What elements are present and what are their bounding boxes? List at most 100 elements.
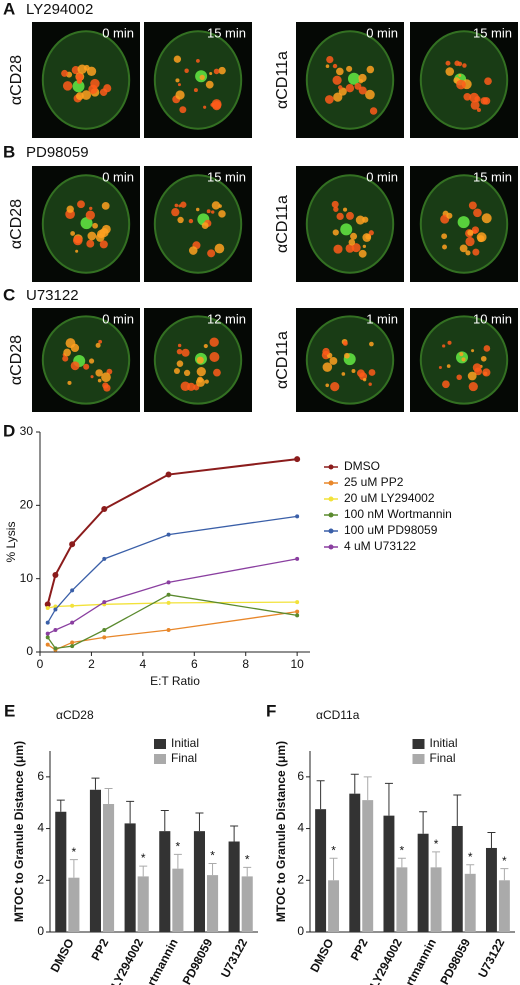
y-tick-label: 30 xyxy=(20,424,34,438)
granule xyxy=(98,339,103,344)
mtoc xyxy=(347,72,360,85)
bar xyxy=(241,876,253,932)
chart-title: αCD28 xyxy=(56,708,94,722)
time-label: 15 min xyxy=(473,169,512,184)
y-tick-label: 10 xyxy=(20,571,34,585)
error-bar xyxy=(160,809,169,832)
point xyxy=(166,580,171,585)
bar xyxy=(172,868,184,932)
bar xyxy=(362,800,374,932)
granule xyxy=(178,204,182,208)
time-label: 1 min xyxy=(366,311,398,326)
granule xyxy=(365,233,372,240)
treatment: LY294002 xyxy=(26,1,93,18)
granule xyxy=(446,364,451,368)
point xyxy=(69,541,76,548)
granule xyxy=(176,348,183,355)
x-tick-label: PP2 xyxy=(88,936,111,963)
point xyxy=(101,506,108,512)
granule xyxy=(369,341,374,347)
y-tick-label: 4 xyxy=(37,821,44,835)
y-tick-label: 4 xyxy=(297,821,304,835)
point xyxy=(70,620,75,625)
granule xyxy=(196,356,204,364)
granule xyxy=(447,340,452,345)
granule xyxy=(62,355,69,362)
granule xyxy=(365,89,375,100)
granule xyxy=(357,369,365,378)
x-tick-label: 6 xyxy=(191,657,198,671)
point xyxy=(45,606,50,610)
granule xyxy=(87,231,97,241)
granule xyxy=(442,380,450,389)
granule xyxy=(88,84,98,94)
bar xyxy=(89,789,101,932)
granule xyxy=(467,229,474,236)
legend-label: Initial xyxy=(171,736,199,750)
bar xyxy=(193,831,205,932)
point xyxy=(295,600,300,605)
granule xyxy=(358,73,367,83)
granule xyxy=(86,66,97,76)
error-bar xyxy=(208,862,217,876)
bar xyxy=(124,823,136,932)
error-bar xyxy=(466,864,475,874)
series-line xyxy=(47,558,298,635)
error-bar xyxy=(350,773,359,794)
time-label: 10 min xyxy=(473,311,512,326)
series-line xyxy=(47,611,298,651)
granule xyxy=(218,66,226,75)
point xyxy=(70,640,75,645)
significance: * xyxy=(400,843,405,857)
series-line xyxy=(47,601,298,609)
granule xyxy=(358,249,367,258)
granule xyxy=(467,371,477,381)
granule xyxy=(330,382,340,392)
bar xyxy=(396,867,408,932)
granule xyxy=(480,355,487,362)
error-bar xyxy=(384,782,393,816)
granule xyxy=(180,201,187,208)
mtoc xyxy=(340,223,353,236)
error-bar xyxy=(126,800,135,824)
panel-label: E xyxy=(4,701,15,720)
granule xyxy=(90,375,94,379)
x-tick-label: 2 xyxy=(88,657,95,671)
granule xyxy=(206,209,211,214)
granule xyxy=(465,250,471,256)
granule xyxy=(203,343,208,349)
cell xyxy=(153,174,243,274)
granule xyxy=(369,107,378,115)
granule xyxy=(88,358,95,364)
granule xyxy=(472,363,482,372)
legend-label: 20 uM LY294002 xyxy=(344,491,435,505)
granule xyxy=(362,377,367,382)
granule xyxy=(461,357,466,362)
time-label: 15 min xyxy=(207,169,246,184)
granule xyxy=(355,215,365,225)
point xyxy=(295,609,300,614)
point xyxy=(45,620,50,625)
point xyxy=(165,471,172,478)
panel-label: D xyxy=(3,421,15,440)
error-bar xyxy=(230,825,239,842)
antibody-label: αCD11a xyxy=(274,195,291,253)
granule xyxy=(341,372,346,376)
cell xyxy=(305,174,395,274)
point xyxy=(294,456,301,463)
x-tick-label: LY294002 xyxy=(108,936,146,985)
granule xyxy=(368,369,376,376)
y-tick-label: 20 xyxy=(20,498,34,512)
granule xyxy=(336,212,344,221)
error-bar xyxy=(56,799,65,812)
panel-label: C xyxy=(3,285,15,304)
legend-swatch xyxy=(412,754,425,764)
granule xyxy=(462,63,467,68)
granule xyxy=(175,78,180,83)
time-label: 15 min xyxy=(473,25,512,40)
granule xyxy=(445,67,455,76)
granule xyxy=(70,361,80,371)
bar xyxy=(328,880,340,932)
cell xyxy=(41,30,131,130)
granule xyxy=(99,240,108,249)
